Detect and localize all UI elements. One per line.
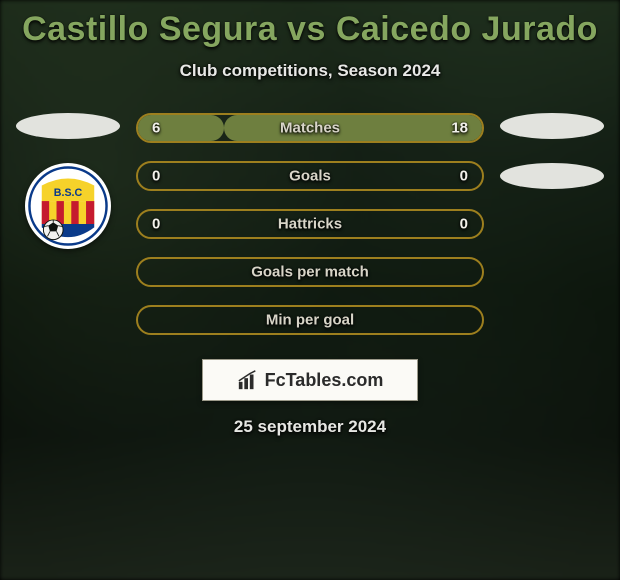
stat-label: Goals per match xyxy=(251,264,369,281)
page-title: Castillo Segura vs Caicedo Jurado xyxy=(0,0,620,49)
stat-value-left: 0 xyxy=(152,216,160,233)
bsc-shield-icon: B.S.C xyxy=(27,165,109,247)
stat-value-left: 6 xyxy=(152,120,160,137)
subtitle: Club competitions, Season 2024 xyxy=(0,61,620,81)
stat-bar-matches: 6 18 Matches xyxy=(136,113,484,143)
stats-column: 6 18 Matches 0 0 Goals 0 0 Hattricks Goals per ma… xyxy=(128,113,492,335)
left-player-col: B.S.C xyxy=(8,113,128,249)
stat-bar-goals-per-match: Goals per match xyxy=(136,257,484,287)
stat-label: Min per goal xyxy=(266,312,354,329)
stat-fill-right xyxy=(224,115,482,141)
left-club-logo: B.S.C xyxy=(25,163,111,249)
left-player-silhouette xyxy=(16,113,120,139)
stat-value-right: 18 xyxy=(451,120,468,137)
stat-label: Hattricks xyxy=(278,216,342,233)
stat-bar-min-per-goal: Min per goal xyxy=(136,305,484,335)
stat-label: Matches xyxy=(280,120,340,137)
stat-fill-left xyxy=(138,115,224,141)
svg-text:B.S.C: B.S.C xyxy=(54,187,83,199)
stat-bar-goals: 0 0 Goals xyxy=(136,161,484,191)
stat-bar-hattricks: 0 0 Hattricks xyxy=(136,209,484,239)
stat-label: Goals xyxy=(289,168,331,185)
watermark-text: FcTables.com xyxy=(265,370,384,391)
stat-value-right: 0 xyxy=(460,216,468,233)
right-club-silhouette xyxy=(500,163,604,189)
stat-value-right: 0 xyxy=(460,168,468,185)
chart-bars-icon xyxy=(237,369,259,391)
stat-value-left: 0 xyxy=(152,168,160,185)
date-label: 25 september 2024 xyxy=(0,417,620,437)
right-player-silhouette xyxy=(500,113,604,139)
right-player-col xyxy=(492,113,612,189)
watermark: FcTables.com xyxy=(202,359,418,401)
comparison-row: B.S.C 6 18 Matches 0 0 Goals 0 0 Hattricks Goals … xyxy=(0,113,620,335)
